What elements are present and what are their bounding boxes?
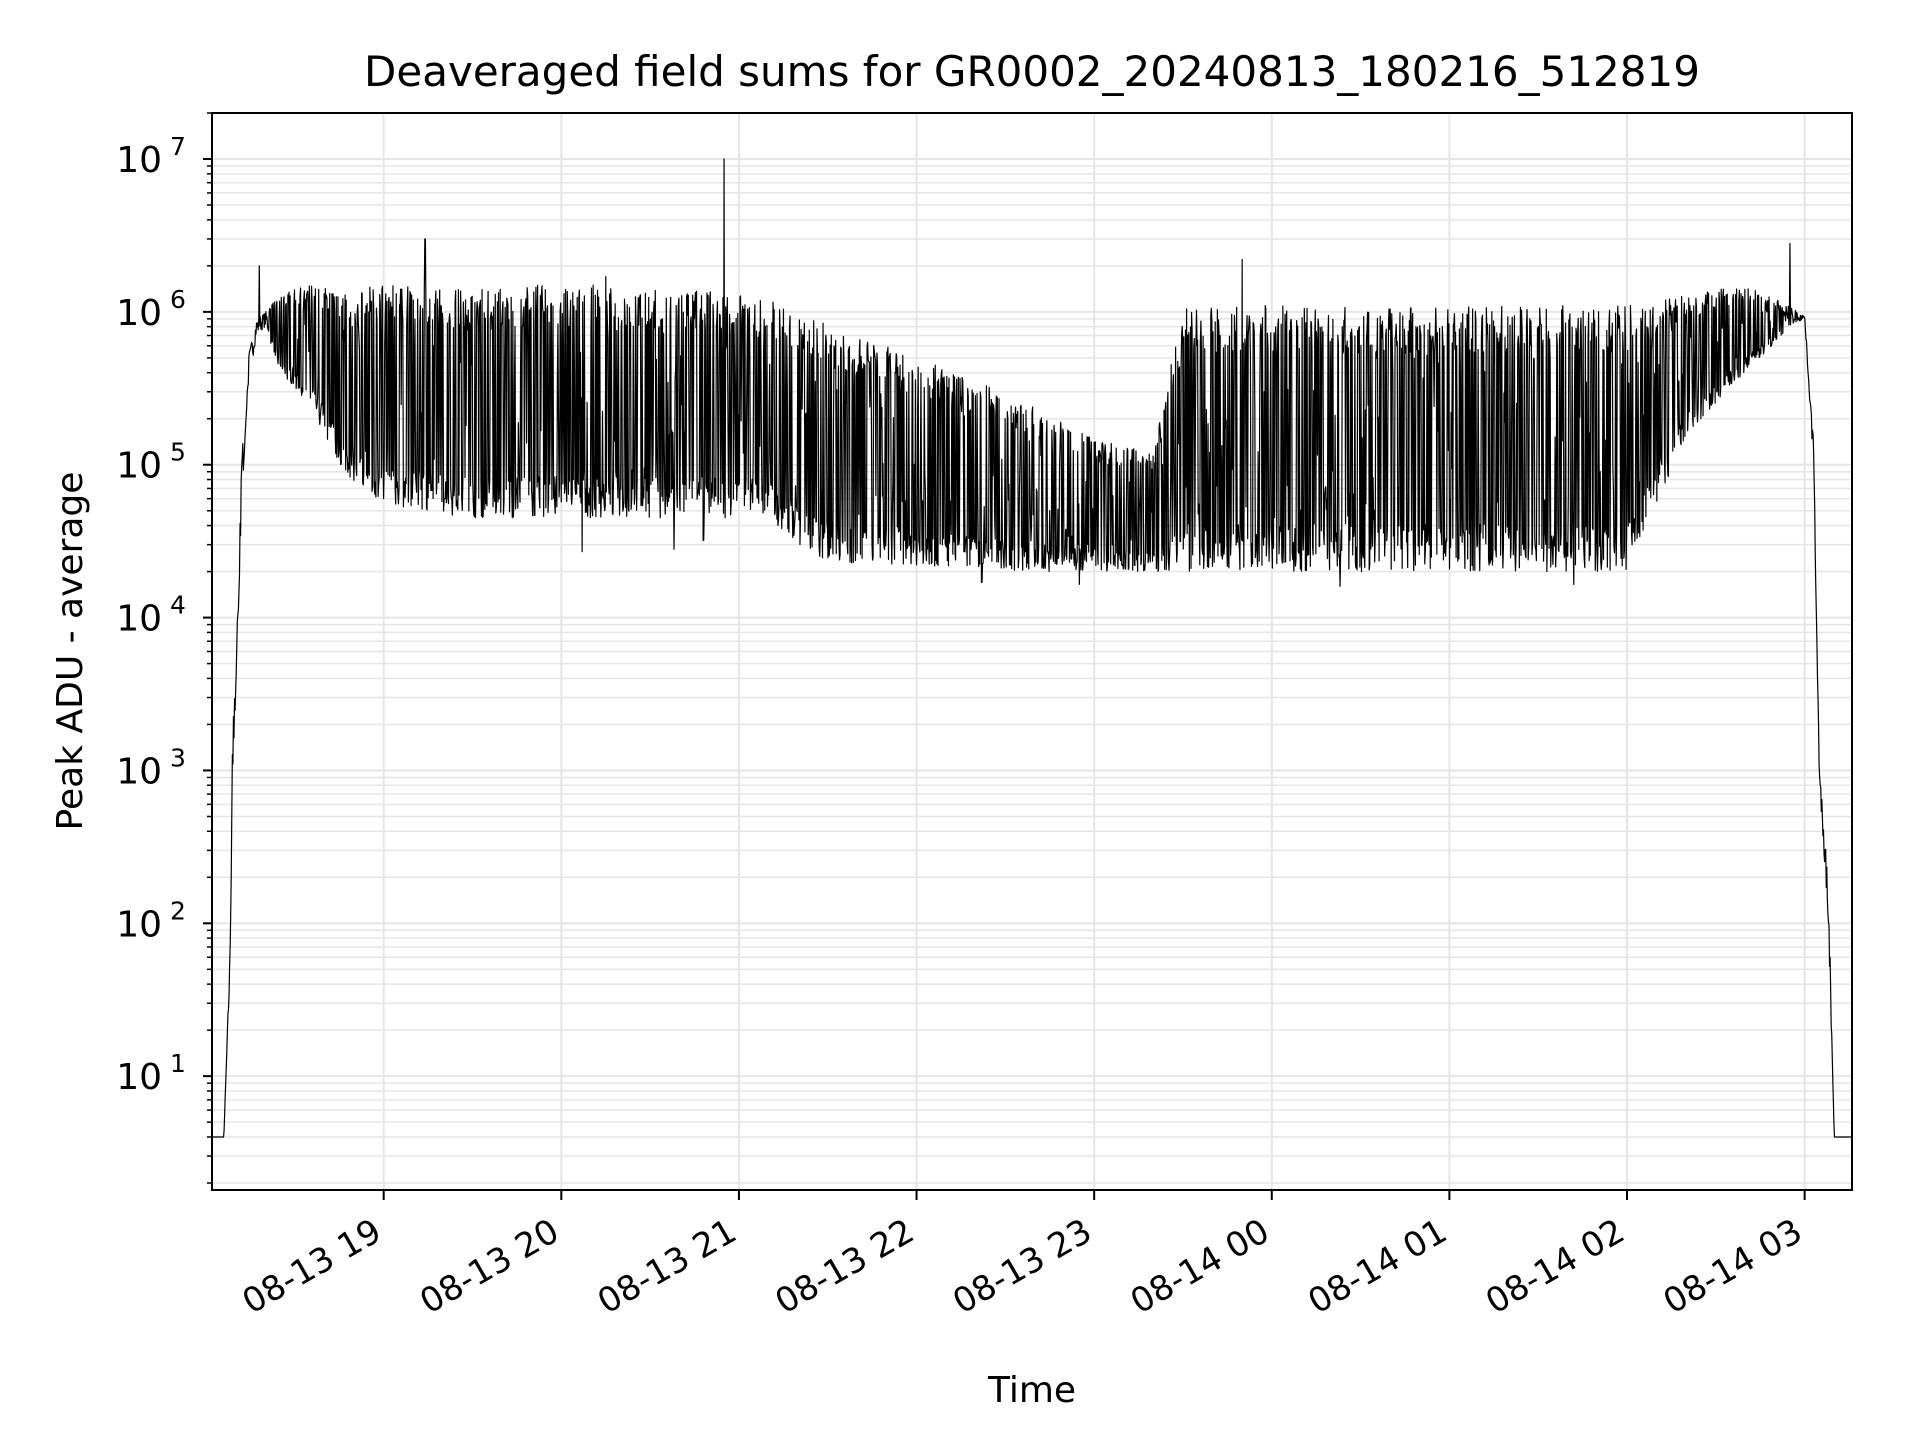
y-tick-label: 10 <box>116 904 162 945</box>
y-tick-exponent: 3 <box>170 743 186 772</box>
y-tick-label: 10 <box>116 1057 162 1098</box>
y-axis-label: Peak ADU - average <box>50 472 91 831</box>
y-axis: 10 1 10 2 10 3 10 4 10 5 10 6 10 7 <box>116 112 212 1184</box>
y-tick-label: 10 <box>116 599 162 640</box>
x-axis-label: Time <box>987 1370 1076 1411</box>
y-tick-label: 10 <box>116 446 162 487</box>
y-tick-exponent: 4 <box>170 591 186 620</box>
y-tick-label: 10 <box>116 140 162 181</box>
y-tick-exponent: 6 <box>170 285 186 314</box>
y-tick-exponent: 7 <box>170 132 186 161</box>
y-tick-exponent: 1 <box>170 1049 186 1078</box>
chart-title: Deaveraged field sums for GR0002_2024081… <box>364 47 1700 96</box>
y-tick-label: 10 <box>116 293 162 334</box>
data-series-line <box>211 158 1852 1138</box>
y-tick-exponent: 2 <box>170 896 186 925</box>
y-tick-label: 10 <box>116 751 162 792</box>
y-tick-exponent: 5 <box>170 438 186 467</box>
plot-area <box>211 158 1852 1138</box>
